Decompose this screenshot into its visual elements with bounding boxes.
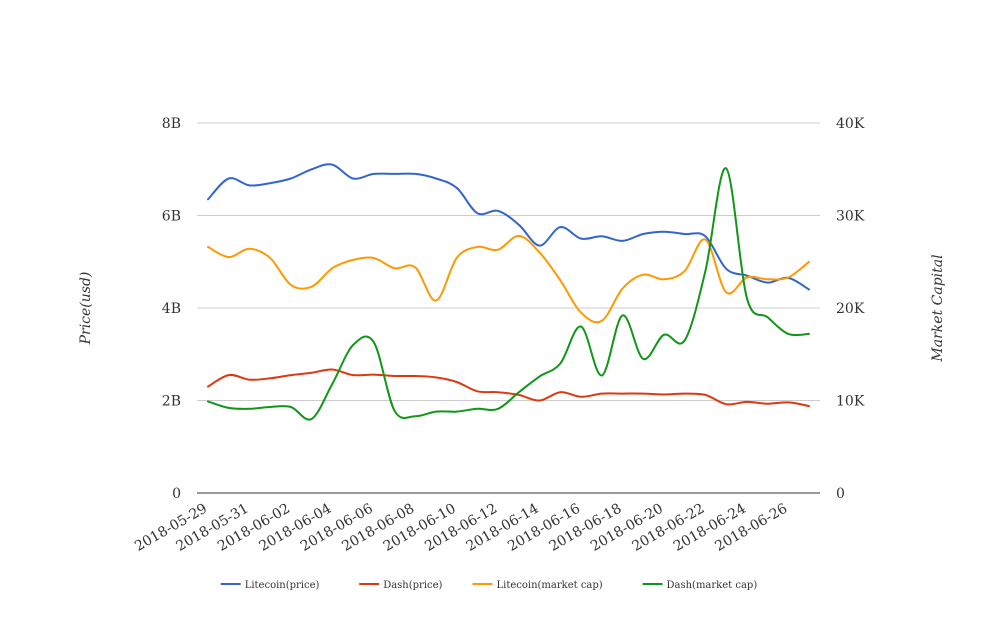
- y-tick-label: 8B: [162, 116, 181, 132]
- series-line-litecoin-price: [207, 163, 810, 291]
- y2-axis-title: Market Capital: [930, 254, 946, 362]
- gridlines: [197, 122, 820, 401]
- y2-tick-label: 0: [836, 486, 845, 502]
- y-tick-label: 4B: [162, 301, 181, 317]
- y-tick-label: 2B: [162, 394, 181, 410]
- legend-label-litecoin-price: Litecoin(price): [245, 580, 320, 591]
- legend-label-dash-price: Dash(price): [383, 580, 442, 591]
- y2-tick-label: 30K: [836, 209, 865, 225]
- y-axis-title: Price(usd): [78, 272, 94, 346]
- y2-tick-label: 40K: [836, 116, 865, 132]
- series-line-dash-market-cap: [207, 167, 810, 421]
- y-tick-label: 0: [172, 486, 181, 502]
- y-tick-label: 6B: [162, 209, 181, 225]
- y2-tick-label: 20K: [836, 301, 865, 317]
- series-line-dash-price: [207, 368, 810, 408]
- series-lines: [207, 163, 810, 421]
- legend-label-dash-market-cap: Dash(market cap): [667, 580, 758, 591]
- legend-label-litecoin-market-cap: Litecoin(market cap): [497, 580, 603, 591]
- legend: Litecoin(price) Dash(price) Litecoin(marke…: [220, 580, 758, 591]
- y2-tick-label: 10K: [836, 394, 865, 410]
- series-line-litecoin-market-cap: [207, 234, 810, 324]
